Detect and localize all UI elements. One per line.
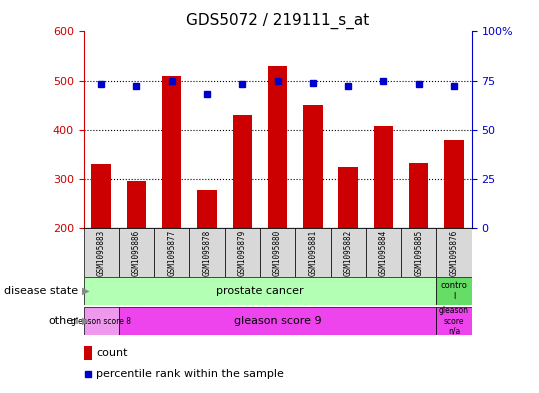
Bar [260,228,295,277]
Bar [401,228,437,277]
Bar [197,189,217,228]
Text: count: count [96,348,127,358]
Bar [127,181,146,228]
Bar [437,277,472,305]
Text: gleason score 9: gleason score 9 [234,316,321,326]
Text: GSM1095886: GSM1095886 [132,230,141,275]
Bar [338,167,358,228]
Bar [92,164,111,228]
Bar [119,307,437,335]
Bar [437,228,472,277]
Text: GSM1095880: GSM1095880 [273,230,282,275]
Bar [84,346,92,360]
Bar [295,228,330,277]
Bar [225,228,260,277]
Bar [444,141,464,228]
Text: GSM1095878: GSM1095878 [203,230,211,275]
Bar [233,115,252,228]
Text: gleason score 8: gleason score 8 [71,317,131,325]
Bar [189,228,225,277]
Text: prostate cancer: prostate cancer [216,286,304,296]
Text: GSM1095879: GSM1095879 [238,230,247,275]
Bar [303,105,322,228]
Bar [409,163,429,228]
Text: GSM1095884: GSM1095884 [379,230,388,275]
Text: GSM1095883: GSM1095883 [96,230,106,275]
Text: GSM1095876: GSM1095876 [450,230,459,275]
Bar [84,228,119,277]
Text: gleason
score
n/a: gleason score n/a [439,306,469,336]
Text: other: other [49,316,78,326]
Bar [268,66,287,228]
Bar [84,307,119,335]
Bar [119,228,154,277]
Text: disease state: disease state [4,286,78,296]
Bar [374,126,393,228]
Bar [366,228,401,277]
Text: percentile rank within the sample: percentile rank within the sample [96,369,284,379]
Title: GDS5072 / 219111_s_at: GDS5072 / 219111_s_at [186,13,369,29]
Text: GSM1095881: GSM1095881 [308,230,317,275]
Bar [330,228,366,277]
Text: ▶: ▶ [82,316,90,326]
Text: GSM1095885: GSM1095885 [414,230,423,275]
Bar [154,228,189,277]
Bar [437,307,472,335]
Bar [162,75,182,228]
Text: ▶: ▶ [82,286,90,296]
Text: GSM1095877: GSM1095877 [167,230,176,275]
Text: contro
l: contro l [440,281,467,301]
Text: GSM1095882: GSM1095882 [344,230,353,275]
